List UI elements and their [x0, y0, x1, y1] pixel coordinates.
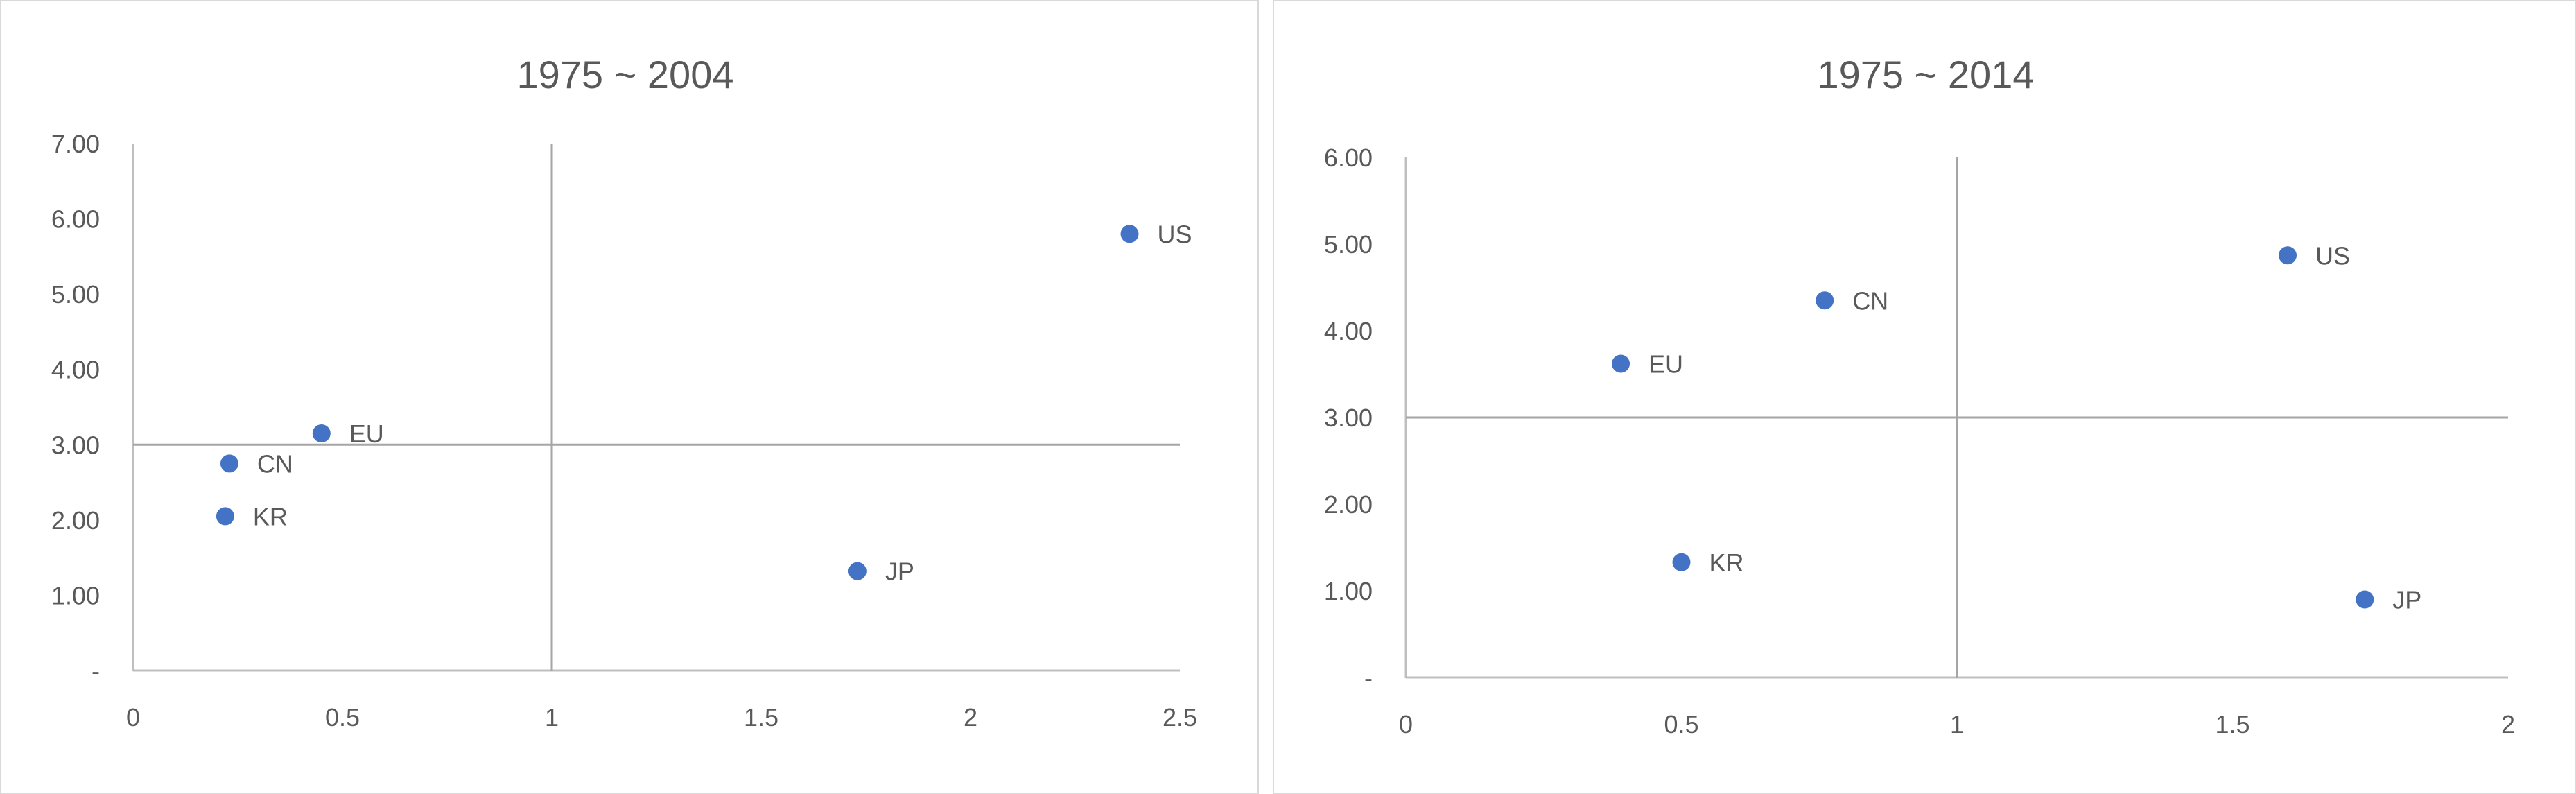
data-point-eu: [312, 424, 331, 442]
y-tick-label: 3.00: [1324, 404, 1373, 432]
x-tick-label: 2: [964, 703, 977, 732]
data-label-kr: KR: [253, 502, 288, 530]
data-label-us: US: [2315, 241, 2350, 270]
chart-title: 1975 ~ 2014: [1818, 53, 2035, 96]
y-tick-label: 3.00: [51, 431, 100, 459]
y-tick-label: 2.00: [1324, 490, 1373, 519]
chart-panel-1975-2004: 1975 ~ 2004 - 1.00 2.00 3.00 4.00 5.00 6.00 7.00…: [0, 0, 1259, 794]
x-tick-label: 0: [1399, 710, 1413, 739]
data-point-kr: [1672, 553, 1691, 571]
x-tick-label: 1.5: [2215, 710, 2249, 739]
data-point-jp: [2356, 590, 2374, 609]
x-tick-label: 0: [126, 703, 140, 732]
y-tick-label: 5.00: [1324, 230, 1373, 259]
data-point-jp: [848, 562, 867, 580]
data-label-eu: EU: [349, 420, 384, 448]
data-point-us: [2279, 246, 2297, 265]
data-point-us: [1120, 225, 1139, 243]
data-point-cn: [220, 454, 238, 473]
data-label-kr: KR: [1709, 549, 1744, 577]
y-tick-label: 1.00: [51, 581, 100, 610]
x-tick-label: 0.5: [325, 703, 360, 732]
y-tick-label: -: [1364, 664, 1373, 692]
scatter-chart-1975-2004: 1975 ~ 2004 - 1.00 2.00 3.00 4.00 5.00 6.00 7.00…: [51, 53, 1197, 732]
x-tick-label: 1.5: [744, 703, 778, 732]
scatter-chart-1975-2014: 1975 ~ 2014 - 1.00 2.00 3.00 4.00 5.00 6.00 0 0.5…: [1324, 53, 2515, 739]
data-label-us: US: [1158, 220, 1192, 248]
y-tick-label: 6.00: [1324, 144, 1373, 172]
x-tick-label: 0.5: [1664, 710, 1698, 739]
y-tick-label: 4.00: [51, 356, 100, 384]
data-point-cn: [1816, 291, 1834, 310]
data-label-jp: JP: [2392, 586, 2421, 614]
data-point-eu: [1612, 354, 1630, 373]
y-tick-label: 1.00: [1324, 577, 1373, 605]
x-tick-label: 1: [545, 703, 559, 732]
x-tick-label: 2: [2501, 710, 2515, 739]
y-tick-label: 2.00: [51, 506, 100, 535]
y-tick-label: 4.00: [1324, 317, 1373, 345]
chart-title: 1975 ~ 2004: [517, 53, 734, 96]
y-tick-label: 5.00: [51, 280, 100, 309]
chart-panel-1975-2014: 1975 ~ 2014 - 1.00 2.00 3.00 4.00 5.00 6.00 0 0.5…: [1273, 0, 2576, 794]
data-label-cn: CN: [257, 449, 293, 478]
data-point-kr: [216, 507, 234, 526]
y-tick-label: 6.00: [51, 205, 100, 234]
x-tick-label: 2.5: [1163, 703, 1197, 732]
x-tick-label: 1: [1950, 710, 1964, 739]
data-label-eu: EU: [1648, 350, 1683, 379]
y-tick-label: 7.00: [51, 130, 100, 158]
data-label-jp: JP: [885, 558, 914, 586]
data-label-cn: CN: [1852, 286, 1888, 315]
y-tick-label: -: [92, 657, 100, 685]
